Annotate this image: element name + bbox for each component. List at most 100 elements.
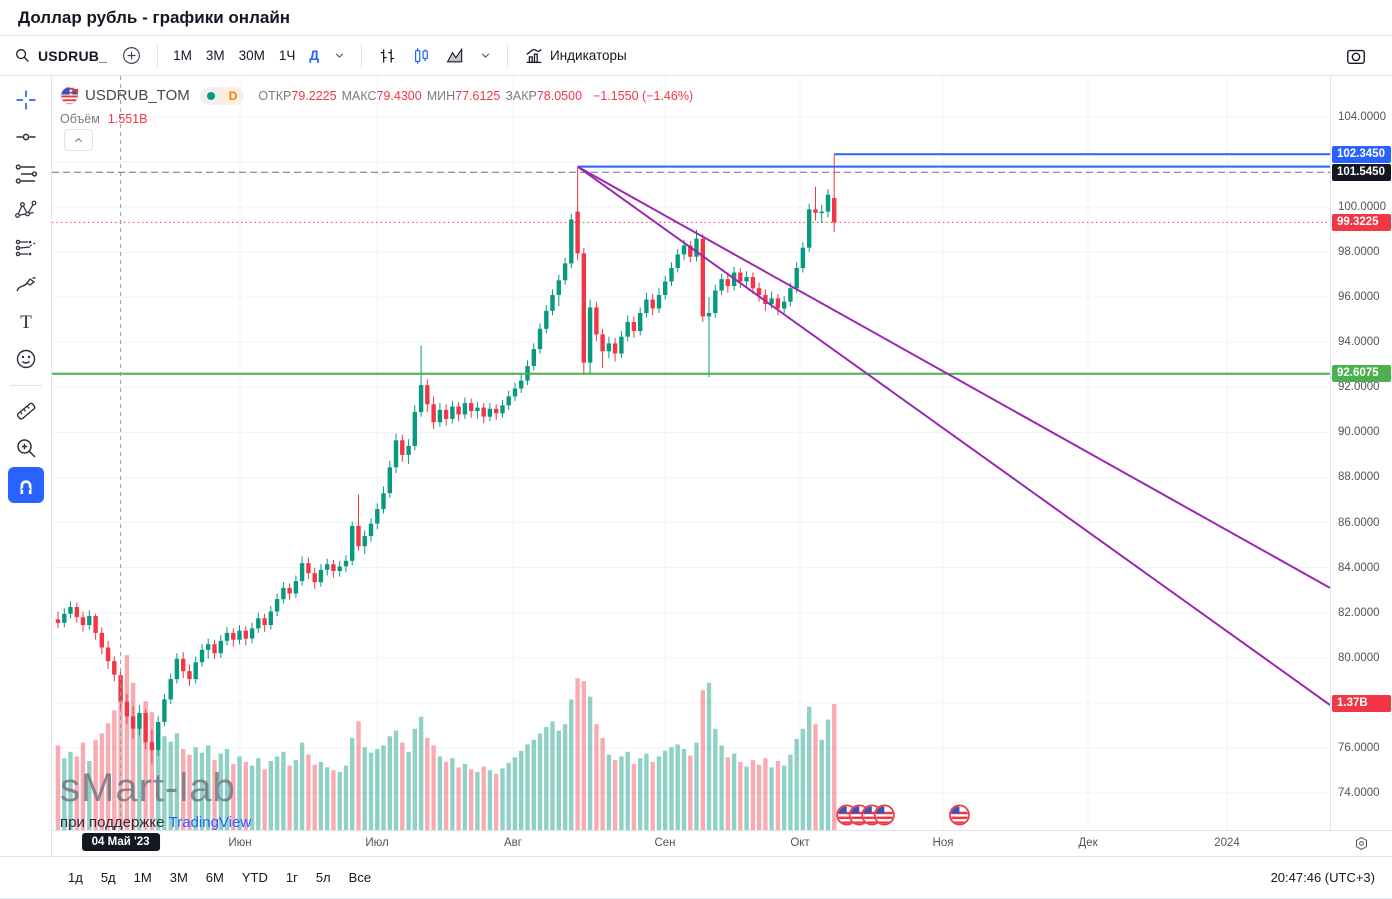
candle [274, 599, 280, 612]
horizontal-line-tool-button[interactable] [8, 119, 44, 155]
candle [356, 525, 361, 547]
interval-button-30М[interactable]: 30М [232, 42, 272, 70]
ruler-tool-button[interactable] [8, 393, 44, 429]
compare-add-button[interactable] [114, 42, 149, 70]
candle [832, 198, 837, 223]
candle [600, 334, 605, 352]
volume-bar [206, 745, 211, 830]
text-tool-button[interactable]: T [8, 304, 44, 340]
candle [725, 279, 730, 286]
interval-button-3М[interactable]: 3М [199, 42, 232, 70]
candle [650, 299, 655, 309]
candle [325, 564, 330, 570]
volume-bar [612, 760, 618, 830]
crosshair-icon [14, 88, 38, 112]
volume-bar [663, 750, 668, 830]
volume-bar [350, 738, 355, 830]
xabcd-pattern-tool-button[interactable] [8, 193, 44, 229]
volume-bar [700, 690, 705, 830]
volume-bar [381, 745, 386, 830]
price-axis[interactable]: 104.0000 100.0000 98.0000 96.0000 94.0000 92.… [1330, 76, 1392, 830]
volume-bar [237, 756, 242, 830]
volume-bar [80, 742, 86, 830]
ohlc-value: 79.2225 [291, 88, 337, 103]
time-label: Дек [1078, 837, 1098, 849]
chart-svg[interactable] [52, 76, 1330, 830]
volume-bar [187, 754, 192, 830]
fib-retracement-tool-button[interactable] [8, 156, 44, 192]
indicators-button[interactable]: Индикаторы [516, 42, 634, 70]
range-button-5л[interactable]: 5л [315, 870, 331, 885]
time-axis[interactable]: Июн Июл Авг Сен Окт Ноя Дек 2024 04 Май '23 [52, 830, 1330, 856]
volume-bar [293, 760, 299, 830]
candle [800, 247, 806, 268]
interval-group: 1М 3М 30М 1Ч Д [166, 42, 326, 70]
screenshot-button[interactable] [1338, 42, 1374, 70]
volume-bar [625, 751, 630, 830]
area-style-button[interactable] [438, 42, 472, 70]
volume-bar [562, 724, 568, 830]
volume-bar [331, 770, 336, 830]
volume-bar [224, 749, 230, 830]
event-flag-icon[interactable] [873, 804, 895, 826]
candle [694, 238, 699, 257]
candle [118, 675, 123, 702]
volume-bar [619, 756, 624, 830]
candle [187, 671, 192, 680]
volume-bar [462, 763, 468, 830]
volume-bar [212, 760, 217, 830]
volume-bar [156, 728, 161, 830]
range-button-5д[interactable]: 5д [100, 870, 116, 885]
candle [343, 560, 349, 567]
volume-bar [368, 752, 374, 830]
event-flag-icon[interactable] [948, 804, 970, 826]
forecast-tool-button[interactable] [8, 230, 44, 266]
range-button-1М[interactable]: 1М [133, 870, 152, 885]
range-button-1г[interactable]: 1г [285, 870, 298, 885]
xabcd-pattern-icon [14, 199, 38, 223]
trendline-2[interactable] [577, 165, 1330, 706]
candle [487, 408, 493, 417]
candle [807, 209, 812, 248]
candle [719, 279, 724, 291]
drawing-toolbar: T [0, 76, 52, 856]
volume-bar [412, 728, 417, 830]
volume-bar [813, 724, 818, 830]
horizontal-line-icon [14, 125, 38, 149]
range-button-1д[interactable]: 1д [68, 870, 83, 885]
price-badge: 92.6075 [1332, 365, 1391, 383]
candle [794, 268, 799, 289]
style-dropdown-button[interactable] [472, 42, 499, 70]
interval-button-1М[interactable]: 1М [166, 42, 199, 70]
range-button-3М[interactable]: 3М [169, 870, 188, 885]
symbol-search-button[interactable]: USDRUB_ [10, 42, 114, 70]
chart-pane[interactable] [52, 76, 1330, 830]
market-status-pill[interactable]: D [199, 86, 245, 105]
range-button-6М[interactable]: 6М [205, 870, 224, 885]
magnet-tool-button[interactable] [7, 467, 44, 503]
candle [412, 412, 417, 446]
bars-style-button[interactable] [370, 42, 404, 70]
interval-dropdown-button[interactable] [326, 42, 353, 70]
brush-tool-button[interactable] [8, 267, 44, 303]
zoom-in-tool-button[interactable] [8, 430, 44, 466]
candles-style-button[interactable] [404, 42, 438, 70]
legend-symbol[interactable]: USDRUB_TOM [85, 87, 190, 104]
range-button-Все[interactable]: Все [348, 870, 372, 885]
volume-bar [199, 752, 205, 830]
interval-button-1Ч[interactable]: 1Ч [272, 42, 303, 70]
candle [587, 307, 593, 363]
trendline-1[interactable] [577, 165, 1330, 589]
candle [450, 406, 455, 419]
volume-bar [174, 733, 180, 830]
price-badge: 102.3450 [1332, 145, 1391, 163]
emoji-tool-button[interactable] [8, 341, 44, 377]
interval-button-Д[interactable]: Д [302, 42, 326, 70]
axis-settings-corner[interactable] [1330, 830, 1392, 856]
crosshair-tool-button[interactable] [8, 82, 44, 118]
toolbar-separator [157, 43, 159, 68]
candle [506, 396, 511, 406]
range-button-YTD[interactable]: YTD [241, 870, 268, 885]
volume-bar [325, 767, 330, 830]
legend-collapse-button[interactable] [64, 129, 93, 151]
